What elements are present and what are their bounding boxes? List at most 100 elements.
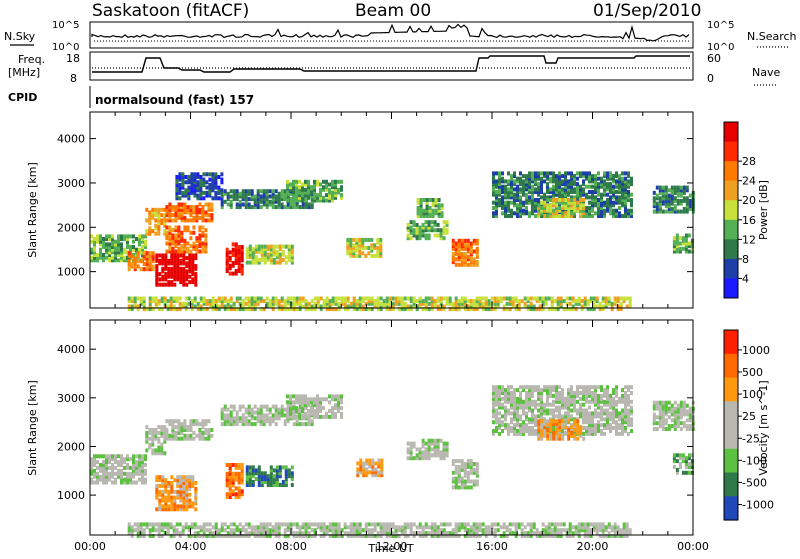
power-cell xyxy=(331,180,334,184)
velocity-cell xyxy=(464,462,467,466)
velocity-cell xyxy=(226,463,229,467)
velocity-cell xyxy=(443,442,446,446)
power-ytick-label: 2000 xyxy=(57,221,85,234)
power-cell xyxy=(582,203,585,207)
power-cell xyxy=(202,178,205,182)
velocity-cell xyxy=(356,462,359,466)
velocity-cell xyxy=(233,416,236,420)
power-cell xyxy=(476,247,479,251)
power-cell xyxy=(593,297,596,301)
velocity-cell xyxy=(630,400,633,404)
power-cell xyxy=(606,193,609,197)
power-cell xyxy=(189,231,192,235)
power-cell xyxy=(282,250,285,254)
velocity-cell xyxy=(188,499,191,503)
velocity-cell xyxy=(167,481,170,485)
power-cell xyxy=(426,198,429,202)
power-cell xyxy=(275,195,278,199)
velocity-cell xyxy=(452,459,455,463)
power-cell xyxy=(208,178,211,182)
power-cell xyxy=(461,252,464,256)
power-cell xyxy=(627,190,630,194)
velocity-cell xyxy=(108,472,111,476)
velocity-cell xyxy=(561,419,564,423)
power-cell xyxy=(492,201,495,205)
velocity-cell xyxy=(183,419,186,423)
power-cell xyxy=(561,198,564,202)
power-cell xyxy=(501,177,504,181)
velocity-cell xyxy=(624,385,627,389)
power-cell xyxy=(298,191,301,195)
power-cell xyxy=(143,262,146,266)
power-cell xyxy=(220,172,223,176)
power-cell xyxy=(245,297,248,301)
velocity-cell xyxy=(591,385,594,389)
power-cell xyxy=(543,171,546,175)
power-cell xyxy=(171,213,174,217)
power-cell xyxy=(201,205,204,209)
velocity-cell xyxy=(221,408,224,412)
power-cell xyxy=(609,182,612,186)
power-cell xyxy=(132,240,135,244)
velocity-cell xyxy=(158,484,161,488)
velocity-cell xyxy=(154,448,157,452)
velocity-cell xyxy=(186,434,189,438)
power-cell xyxy=(189,218,192,222)
velocity-cell xyxy=(164,478,167,482)
power-cell xyxy=(432,209,435,213)
power-cell xyxy=(279,245,282,249)
velocity-cell xyxy=(173,478,176,482)
power-cell xyxy=(540,206,543,210)
velocity-cell xyxy=(120,469,123,473)
power-cell xyxy=(467,255,470,259)
velocity-cell xyxy=(328,409,331,413)
velocity-cell xyxy=(232,472,235,476)
power-cell xyxy=(686,186,689,190)
velocity-cell xyxy=(525,411,528,415)
velocity-cell xyxy=(135,454,138,458)
power-cell xyxy=(534,171,537,175)
power-cell xyxy=(140,259,143,263)
velocity-cell xyxy=(656,415,659,419)
power-cell xyxy=(512,297,515,301)
power-cell xyxy=(679,242,682,246)
power-cell xyxy=(437,223,440,227)
velocity-cell xyxy=(676,468,679,472)
power-cell xyxy=(179,267,182,271)
velocity-cell xyxy=(624,391,627,395)
velocity-cell xyxy=(157,431,160,435)
power-cell xyxy=(597,182,600,186)
velocity-cell xyxy=(288,468,291,472)
power-cell xyxy=(438,198,441,202)
power-cell xyxy=(206,299,209,303)
power-cell xyxy=(194,264,197,268)
power-cell xyxy=(524,297,527,301)
velocity-cell xyxy=(328,415,331,419)
velocity-cell xyxy=(252,480,255,484)
velocity-cell xyxy=(164,522,167,526)
power-cell xyxy=(275,205,278,209)
velocity-cell xyxy=(594,423,597,427)
velocity-cell xyxy=(665,427,668,431)
power-cell xyxy=(192,216,195,220)
power-cell xyxy=(170,297,173,301)
power-cell xyxy=(105,256,108,260)
velocity-cell xyxy=(295,394,298,398)
power-cell xyxy=(204,228,207,232)
velocity-cell xyxy=(238,486,241,490)
velocity-cell xyxy=(138,454,141,458)
power-cell xyxy=(230,195,233,199)
power-cell xyxy=(464,297,467,301)
power-cell xyxy=(564,198,567,202)
velocity-cell xyxy=(603,417,606,421)
power-cell xyxy=(370,238,373,242)
power-cell xyxy=(246,261,249,265)
power-cell xyxy=(285,245,288,249)
power-cell xyxy=(498,171,501,175)
velocity-cell xyxy=(144,478,147,482)
power-cell xyxy=(618,174,621,178)
power-cell xyxy=(193,172,196,176)
velocity-cell xyxy=(295,406,298,410)
power-cell xyxy=(128,259,131,263)
power-cell xyxy=(235,269,238,273)
